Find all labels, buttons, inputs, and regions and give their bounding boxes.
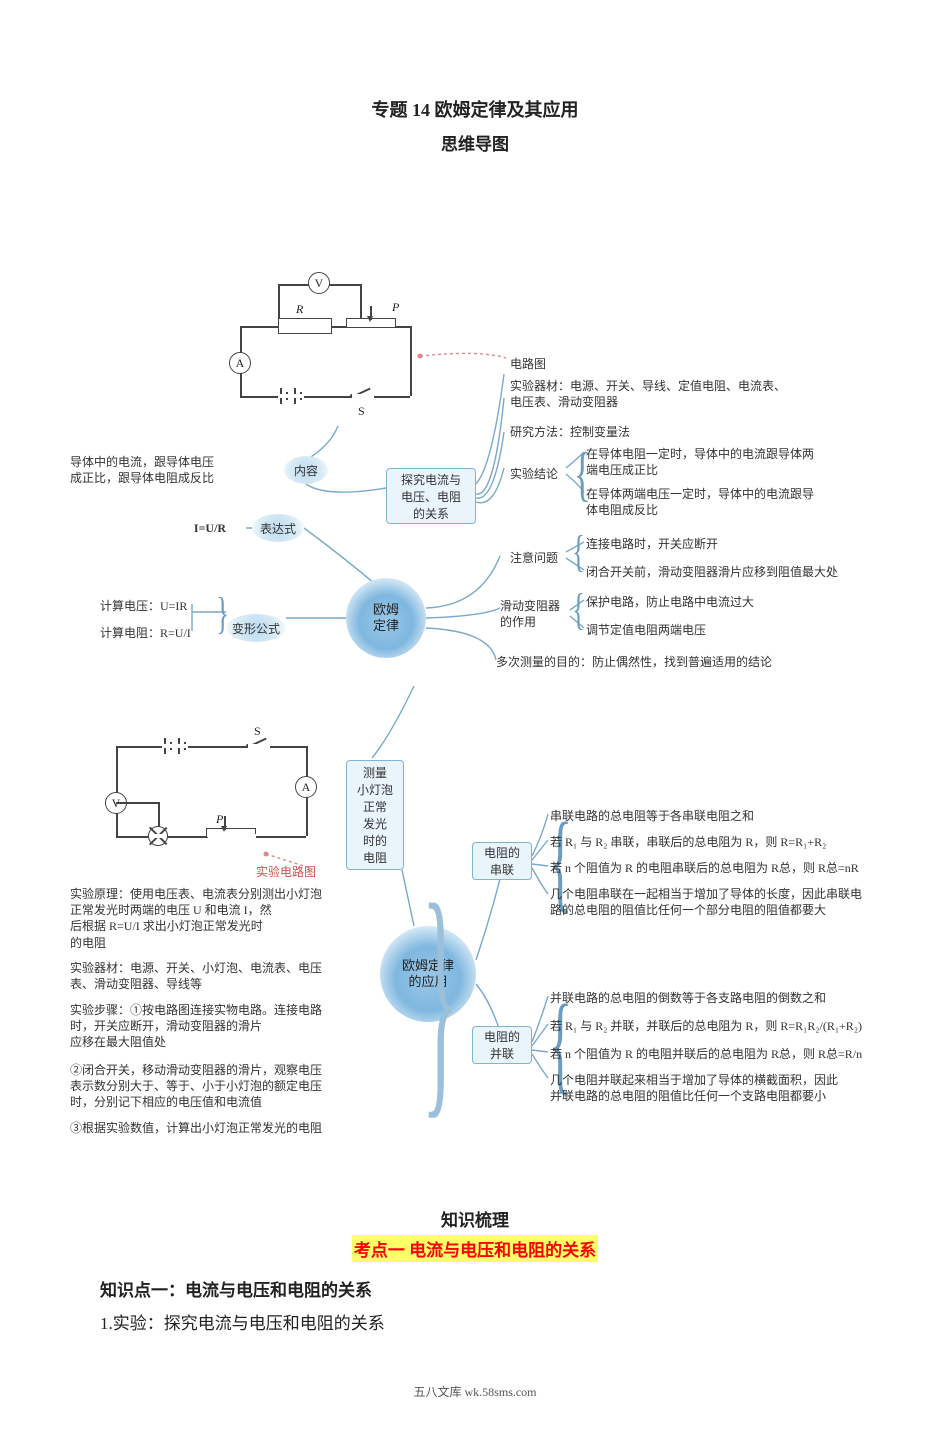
text-r_circ: 电路图 (510, 356, 590, 372)
knowledge-body: 1.实验：探究电流与电压和电阻的关系 (100, 1309, 850, 1334)
text-r_conc_a: 在导体电阻一定时，导体中的电流跟导体两 端电压成正比 (586, 446, 906, 478)
text-s1: 串联电路的总电阻等于各串联电阻之和 (550, 808, 910, 824)
text-p4: 几个电阻并联起来相当于增加了导体的横截面积，因此 并联电路的总电阻的阻值比任何一… (550, 1072, 940, 1104)
brace-icon: } (422, 866, 459, 1126)
resistor-icon (278, 318, 332, 334)
circuit-diagram-2: S A V P (106, 736, 316, 866)
node-neirong: 内容 (284, 456, 328, 484)
node-tanjiu: 探究电流与 电压、电阻 的关系 (386, 468, 476, 524)
node-measure: 测量 小灯泡 正常 发光 时的 电阻 (346, 760, 404, 870)
resistor-label: R (296, 302, 303, 317)
text-t_content: 导体中的电流，跟导体电压 成正比，跟导体电阻成反比 (70, 454, 260, 486)
text-t_principle: 实验原理：使用电压表、电流表分别测出小灯泡 正常发光时两端的电压 U 和电流 I… (70, 886, 370, 951)
text-p3: 若 n 个阻值为 R 的电阻并联后的总电阻为 R总，则 R总=R/n (550, 1046, 950, 1062)
knowledge-point-title: 知识点一：电流与电压和电阻的关系 (100, 1276, 850, 1301)
text-t_circ2lbl: 实验电路图 (256, 864, 336, 880)
text-t_uir: 计算电压：U=IR (100, 598, 220, 614)
text-t_steps3: ③根据实验数值，计算出小灯泡正常发光的电阻 (70, 1120, 380, 1136)
page-subtitle: 思维导图 (0, 130, 950, 155)
text-r_method: 研究方法：控制变量法 (510, 424, 810, 440)
mind-map: 欧姆 定律 欧姆定律 的应用 V R P A (80, 266, 890, 1156)
node-biaoda: 表达式 (252, 514, 304, 542)
text-p1: 并联电路的总电阻的倒数等于各支路电阻的倒数之和 (550, 990, 940, 1006)
bubble-ohm-law: 欧姆 定律 (346, 578, 426, 658)
text-r_conc_b: 在导体两端电压一定时，导体中的电流跟导 体电阻成反比 (586, 486, 906, 518)
node-series: 电阻的 串联 (472, 842, 532, 880)
text-t_iur: I=U/R (178, 520, 242, 536)
text-r_rheo_a: 保护电路，防止电路中电流过大 (586, 594, 906, 610)
page-footer: 五八文库 wk.58sms.com (0, 1383, 950, 1400)
text-t_rui: 计算电阻：R=U/I (100, 625, 226, 641)
text-p2: 若 R₁ 与 R₂ 并联，并联后的总电阻为 R，则 R=R₁R₂/(R₁+R₂) (550, 1018, 950, 1034)
ammeter-icon-2: A (295, 776, 317, 798)
knowledge-heading: 知识梳理 (100, 1206, 850, 1231)
text-r_rheo_b: 调节定值电阻两端电压 (586, 622, 906, 638)
rheostat-label: P (392, 300, 399, 315)
switch-label: S (358, 404, 365, 419)
text-r_note_a: 连接电路时，开关应断开 (586, 536, 906, 552)
node-bianxing: 变形公式 (226, 614, 286, 642)
circuit-diagram-1: V R P A S (230, 266, 430, 426)
text-t_steps2: ②闭合开关，移动滑动变阻器的滑片，观察电压 表示数分别大于、等于、小于小灯泡的额… (70, 1062, 380, 1111)
text-r_note_b: 闭合开关前，滑动变阻器滑片应移到阻值最大处 (586, 564, 916, 580)
switch-label-2: S (254, 724, 261, 739)
text-t_equip: 实验器材：电源、开关、小灯泡、电流表、电压 表、滑动变阻器、导线等 (70, 960, 370, 992)
text-r_multi: 多次测量的目的：防止偶然性，找到普遍适用的结论 (496, 654, 896, 670)
text-r_note_lbl: 注意问题 (510, 550, 570, 566)
rheostat-label-2: P (216, 812, 223, 827)
text-r_rheo_lbl: 滑动变阻器 的作用 (500, 598, 580, 630)
text-r_conc_lbl: 实验结论 (510, 466, 570, 482)
page-title: 专题 14 欧姆定律及其应用 (0, 96, 950, 122)
text-s4: 几个电阻串联在一起相当于增加了导体的长度，因此串联电 路的总电阻的阻值比任何一个… (550, 886, 940, 918)
brace-icon: { (572, 530, 585, 574)
ammeter-icon: A (229, 352, 251, 374)
node-parallel: 电阻的 并联 (472, 1026, 532, 1064)
knowledge-section: 知识梳理 考点一 电流与电压和电阻的关系 知识点一：电流与电压和电阻的关系 1.… (100, 1206, 850, 1334)
text-s2: 若 R₁ 与 R₂ 串联，串联后的总电阻为 R，则 R=R₁+R₂ (550, 834, 930, 850)
text-t_steps1: 实验步骤：①按电路图连接实物电路。连接电路 时，开关应断开，滑动变阻器的滑片 应… (70, 1002, 370, 1051)
voltmeter-icon: V (308, 272, 330, 294)
knowledge-highlight: 考点一 电流与电压和电阻的关系 (352, 1235, 598, 1262)
text-r_equip: 实验器材：电源、开关、导线、定值电阻、电流表、 电压表、滑动变阻器 (510, 378, 910, 410)
text-s3: 若 n 个阻值为 R 的电阻串联后的总电阻为 R总，则 R总=nR (550, 860, 940, 876)
